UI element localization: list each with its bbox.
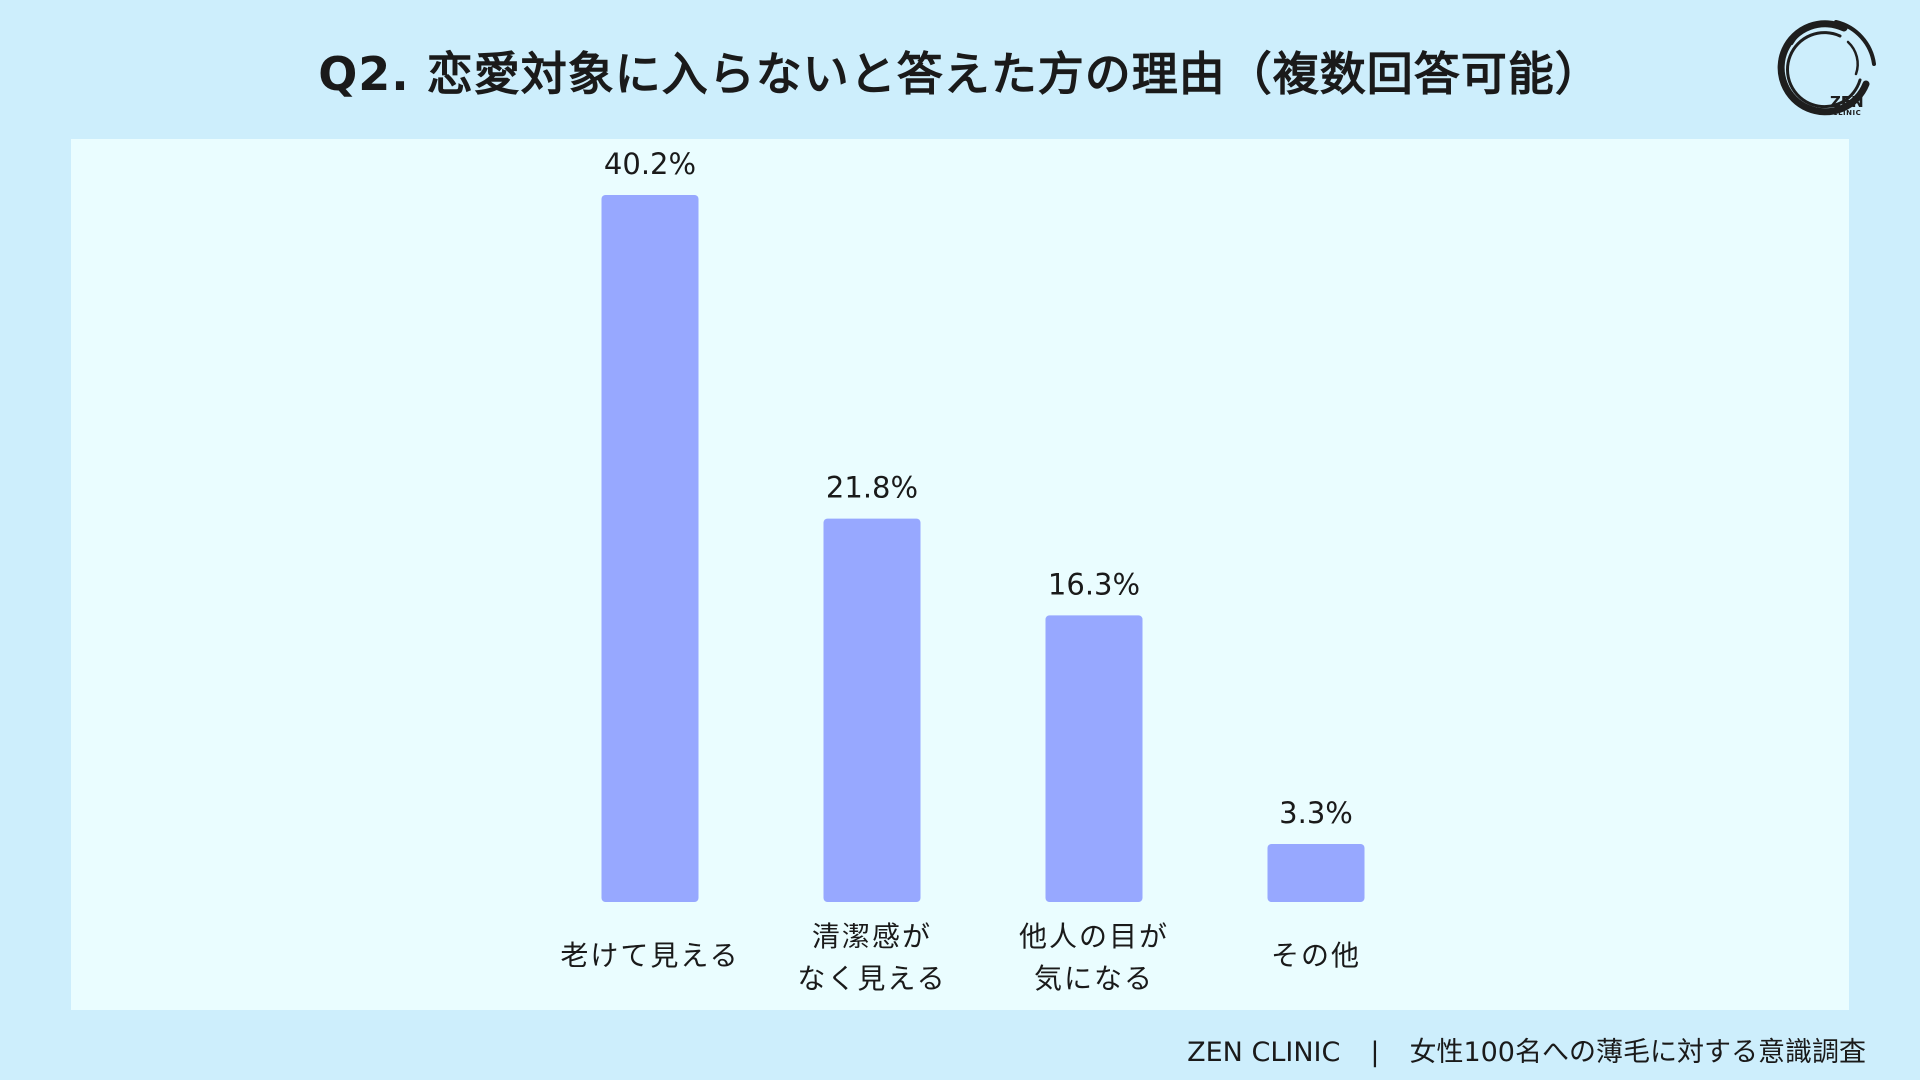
category-label-1-line-1: なく見える	[797, 962, 946, 995]
footer: ZEN CLINIC | 女性100名への薄毛に対する意識調査	[1187, 1030, 1866, 1069]
bar-3	[1267, 843, 1365, 902]
value-label-3: 3.3%	[1279, 796, 1353, 830]
category-label-0-line-0: 老けて見える	[560, 939, 739, 972]
bar-2	[1045, 615, 1143, 902]
category-label-2-line-1: 気になる	[1034, 962, 1154, 995]
bar-0	[601, 195, 699, 902]
value-label-1: 21.8%	[826, 471, 918, 505]
chart-title: Q2. 恋愛対象に入らないと答えた方の理由（複数回答可能）	[318, 47, 1602, 101]
category-label-3-line-0: その他	[1271, 939, 1361, 972]
logo-sub: CLINIC	[1832, 109, 1862, 117]
plot-area	[71, 139, 1849, 1010]
footer-survey: 女性100名への薄毛に対する意識調査	[1409, 1037, 1866, 1068]
bar-1	[823, 518, 921, 902]
value-label-2: 16.3%	[1048, 567, 1140, 601]
zen-clinic-logo-icon	[1777, 20, 1876, 116]
footer-separator: |	[1370, 1037, 1380, 1068]
logo-wordmark: ZEN CLINIC	[1830, 95, 1864, 118]
logo-name: ZEN	[1830, 93, 1864, 111]
footer-brand: ZEN CLINIC	[1187, 1037, 1341, 1068]
value-label-0: 40.2%	[604, 147, 696, 181]
category-label-2-line-0: 他人の目が	[1019, 920, 1169, 953]
category-label-1-line-0: 清潔感が	[812, 920, 932, 953]
